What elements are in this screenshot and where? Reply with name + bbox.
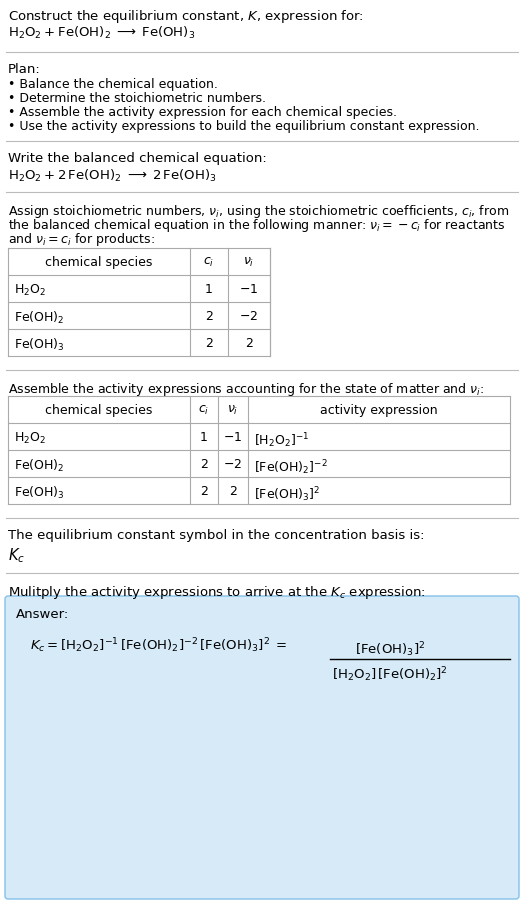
FancyBboxPatch shape: [5, 596, 519, 899]
Text: $[\mathrm{Fe(OH)_2}]^{-2}$: $[\mathrm{Fe(OH)_2}]^{-2}$: [254, 457, 328, 476]
Text: The equilibrium constant symbol in the concentration basis is:: The equilibrium constant symbol in the c…: [8, 529, 424, 541]
Text: chemical species: chemical species: [45, 403, 152, 417]
Text: $\mathrm{Fe(OH)_2}$: $\mathrm{Fe(OH)_2}$: [14, 309, 64, 326]
Text: chemical species: chemical species: [45, 255, 152, 269]
Text: activity expression: activity expression: [320, 403, 438, 417]
Text: $-1$: $-1$: [239, 282, 259, 296]
Text: $\mathrm{Fe(OH)_3}$: $\mathrm{Fe(OH)_3}$: [14, 484, 65, 501]
Text: $\mathrm{H_2O_2}$: $\mathrm{H_2O_2}$: [14, 282, 46, 298]
Text: 2: 2: [229, 484, 237, 497]
Text: • Balance the chemical equation.: • Balance the chemical equation.: [8, 78, 218, 91]
Text: $\nu_i$: $\nu_i$: [243, 255, 255, 269]
Text: $\mathrm{Fe(OH)_2}$: $\mathrm{Fe(OH)_2}$: [14, 457, 64, 474]
Text: $-1$: $-1$: [223, 430, 243, 444]
Text: $[\mathrm{Fe(OH)_3}]^{2}$: $[\mathrm{Fe(OH)_3}]^{2}$: [355, 640, 425, 658]
Text: Plan:: Plan:: [8, 63, 41, 76]
Text: $c_i$: $c_i$: [203, 255, 215, 269]
Text: 1: 1: [200, 430, 208, 444]
Text: 2: 2: [205, 336, 213, 350]
Text: Assemble the activity expressions accounting for the state of matter and $\nu_i$: Assemble the activity expressions accoun…: [8, 381, 484, 398]
Text: • Determine the stoichiometric numbers.: • Determine the stoichiometric numbers.: [8, 92, 266, 105]
Text: $-2$: $-2$: [223, 457, 243, 471]
Text: $[\mathrm{H_2O_2}]\,[\mathrm{Fe(OH)_2}]^{2}$: $[\mathrm{H_2O_2}]\,[\mathrm{Fe(OH)_2}]^…: [332, 664, 448, 683]
Text: and $\nu_i = c_i$ for products:: and $\nu_i = c_i$ for products:: [8, 231, 155, 248]
Text: $\mathrm{H_2O_2 + Fe(OH)_2 \;\longrightarrow\; Fe(OH)_3}$: $\mathrm{H_2O_2 + Fe(OH)_2 \;\longrighta…: [8, 25, 195, 41]
Text: 2: 2: [245, 336, 253, 350]
Text: 2: 2: [200, 457, 208, 471]
Text: $-2$: $-2$: [239, 309, 258, 323]
Text: $\nu_i$: $\nu_i$: [227, 403, 239, 417]
Text: • Assemble the activity expression for each chemical species.: • Assemble the activity expression for e…: [8, 106, 397, 119]
Text: $\mathrm{Fe(OH)_3}$: $\mathrm{Fe(OH)_3}$: [14, 336, 65, 353]
Text: 2: 2: [205, 309, 213, 323]
Text: $K_c = [\mathrm{H_2O_2}]^{-1}\,[\mathrm{Fe(OH)_2}]^{-2}\,[\mathrm{Fe(OH)_3}]^{2}: $K_c = [\mathrm{H_2O_2}]^{-1}\,[\mathrm{…: [30, 635, 287, 654]
Text: 2: 2: [200, 484, 208, 497]
Text: $K_c$: $K_c$: [8, 546, 25, 564]
Text: Write the balanced chemical equation:: Write the balanced chemical equation:: [8, 152, 267, 165]
Text: $[\mathrm{H_2O_2}]^{-1}$: $[\mathrm{H_2O_2}]^{-1}$: [254, 430, 309, 449]
Text: Assign stoichiometric numbers, $\nu_i$, using the stoichiometric coefficients, $: Assign stoichiometric numbers, $\nu_i$, …: [8, 203, 509, 220]
Text: $\mathrm{H_2O_2 + 2\,Fe(OH)_2 \;\longrightarrow\; 2\,Fe(OH)_3}$: $\mathrm{H_2O_2 + 2\,Fe(OH)_2 \;\longrig…: [8, 168, 216, 184]
Text: Mulitply the activity expressions to arrive at the $K_c$ expression:: Mulitply the activity expressions to arr…: [8, 584, 426, 601]
Text: 1: 1: [205, 282, 213, 296]
Text: $\mathrm{H_2O_2}$: $\mathrm{H_2O_2}$: [14, 430, 46, 446]
Text: $c_i$: $c_i$: [199, 403, 210, 417]
Text: the balanced chemical equation in the following manner: $\nu_i = -c_i$ for react: the balanced chemical equation in the fo…: [8, 216, 506, 234]
Text: $[\mathrm{Fe(OH)_3}]^{2}$: $[\mathrm{Fe(OH)_3}]^{2}$: [254, 484, 320, 503]
Text: Answer:: Answer:: [16, 607, 69, 621]
Text: Construct the equilibrium constant, $K$, expression for:: Construct the equilibrium constant, $K$,…: [8, 8, 364, 25]
Text: • Use the activity expressions to build the equilibrium constant expression.: • Use the activity expressions to build …: [8, 120, 479, 133]
